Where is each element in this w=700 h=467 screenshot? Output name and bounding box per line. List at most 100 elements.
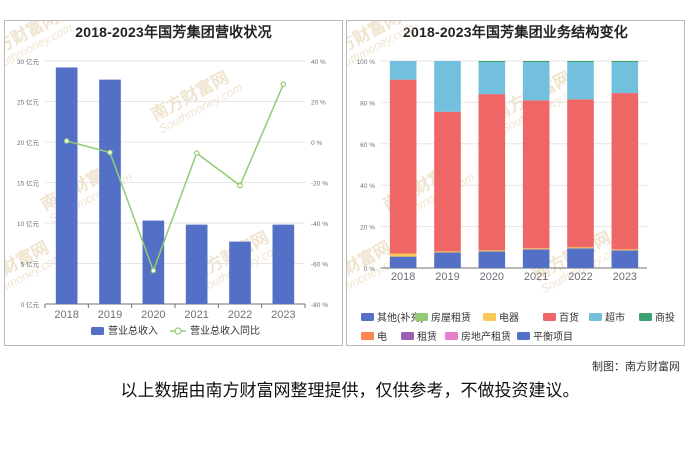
stacked-bar-segment <box>389 253 417 257</box>
stacked-bar-segment <box>478 61 506 63</box>
legend-swatch <box>483 313 496 321</box>
chart-title: 2018-2023年国芳集团营收状况 <box>75 24 272 40</box>
legend-label: 百货 <box>559 311 579 324</box>
revenue-chart-panel: 2018-2023年国芳集团营收状况 南方财富网 Southmoney.com 南方… <box>4 20 343 346</box>
stacked-bar-segment <box>611 93 639 250</box>
line-point <box>280 81 287 88</box>
stacked-bar-segment <box>478 94 506 251</box>
stacked-bar-segment <box>522 248 550 250</box>
y-tick-label: 100 % <box>357 59 376 66</box>
legend-swatch <box>174 327 182 335</box>
line-point <box>150 267 157 274</box>
stacked-bar-segment <box>567 62 594 100</box>
line-point <box>193 150 200 156</box>
bar <box>142 220 165 304</box>
stacked-bar-segment <box>434 61 461 112</box>
y-tick-label-left: 20 亿元 <box>17 138 40 147</box>
x-tick-label: 2023 <box>613 271 637 283</box>
legend-swatch <box>445 332 458 340</box>
legend-label: 商投 <box>655 311 675 324</box>
credit-text: 制图：南方财富网 <box>592 361 680 373</box>
y-tick-label-left: 5 亿元 <box>21 260 40 269</box>
line-point <box>63 138 70 144</box>
y-tick-label-right: 20 % <box>311 100 326 107</box>
stacked-bar-segment <box>478 62 506 95</box>
stacked-bar-segment <box>611 250 639 268</box>
legend-swatch <box>639 313 652 321</box>
y-tick-label: 60 % <box>360 142 375 149</box>
y-tick-label-left: 0 亿元 <box>21 300 40 309</box>
line-series <box>66 83 285 273</box>
x-tick-label: 2022 <box>568 271 592 283</box>
y-tick-label-left: 25 亿元 <box>17 98 40 107</box>
y-tick-label-right: 40 % <box>311 59 326 66</box>
stacked-bar-segment <box>611 61 639 63</box>
legend-swatch <box>543 313 556 321</box>
y-tick-label: 20 % <box>360 225 375 232</box>
y-tick-label-left: 10 亿元 <box>17 219 40 228</box>
bar <box>229 241 251 304</box>
legend-label: 其他(补充) <box>377 311 424 324</box>
stacked-bar-segment <box>389 79 417 254</box>
x-tick-label: 2019 <box>98 309 122 321</box>
y-tick-label: 80 % <box>360 100 375 107</box>
stacked-bar-segment <box>478 250 506 252</box>
stacked-bar-segment <box>434 252 461 268</box>
bar <box>55 67 78 304</box>
structure-chart-panel: 2018-2023年国芳集团业务结构变化 南方财富网 Southmoney.com… <box>346 20 685 346</box>
legend-swatch <box>415 313 428 321</box>
y-tick-label-right: -40 % <box>311 221 328 228</box>
x-tick-label: 2018 <box>54 309 78 321</box>
legend-swatch <box>361 313 374 321</box>
legend-label: 房屋租赁 <box>431 311 471 324</box>
y-tick-label: 40 % <box>360 183 375 190</box>
line-point <box>237 182 243 189</box>
legend-swatch <box>517 332 530 340</box>
legend-label: 租赁 <box>417 330 437 343</box>
chart-title: 2018-2023年国芳集团业务结构变化 <box>403 24 628 40</box>
stacked-bar-segment <box>522 61 550 63</box>
stacked-bar-segment <box>567 247 594 249</box>
legend-swatch <box>401 332 414 340</box>
y-tick-label-right: -20 % <box>311 181 328 188</box>
x-tick-label: 2018 <box>391 271 415 283</box>
bar <box>185 224 208 304</box>
y-tick-label-right: 0 % <box>311 140 322 147</box>
legend-swatch <box>91 327 104 335</box>
legend-label: 营业总收入 <box>108 324 158 337</box>
legend-swatch <box>361 332 374 340</box>
structure-chart: 南方财富网Southmoney.com南方财富网Southmoney.com南方… <box>347 21 675 343</box>
stacked-bar-segment <box>389 61 417 80</box>
y-tick-label-right: -80 % <box>311 302 328 309</box>
stacked-bar-segment <box>567 61 594 63</box>
x-tick-label: 2020 <box>480 271 504 283</box>
bar <box>272 224 295 304</box>
stacked-bar-segment <box>567 99 594 248</box>
x-tick-label: 2021 <box>524 271 548 283</box>
stacked-bar-segment <box>522 62 550 101</box>
legend-label: 房地产租赁 <box>461 330 511 343</box>
x-tick-label: 2020 <box>141 309 165 321</box>
stacked-bar-segment <box>522 249 550 268</box>
stacked-bar-segment <box>567 248 594 268</box>
stacked-bar-segment <box>434 251 461 253</box>
x-tick-label: 2021 <box>184 309 208 321</box>
stacked-bar-segment <box>389 256 417 268</box>
y-tick-label-left: 30 亿元 <box>17 57 40 66</box>
y-tick-label-left: 15 亿元 <box>17 179 40 188</box>
legend-label: 电 <box>377 330 387 343</box>
revenue-chart: 南方财富网Southmoney.com南方财富网Southmoney.com南方… <box>5 21 328 337</box>
x-tick-label: 2019 <box>435 271 459 283</box>
bar <box>99 79 121 304</box>
disclaimer-text: 以上数据由南方财富网整理提供，仅供参考，不做投资建议。 <box>120 381 580 400</box>
y-tick-label-right: -60 % <box>311 262 328 269</box>
stacked-bar-segment <box>522 100 550 249</box>
y-tick-label: 0 % <box>364 266 375 273</box>
legend-label: 电器 <box>499 311 519 324</box>
x-tick-label: 2023 <box>271 309 295 321</box>
stacked-bar-segment <box>611 62 639 94</box>
stacked-bar-segment <box>434 111 461 252</box>
legend-label: 超市 <box>605 311 625 324</box>
